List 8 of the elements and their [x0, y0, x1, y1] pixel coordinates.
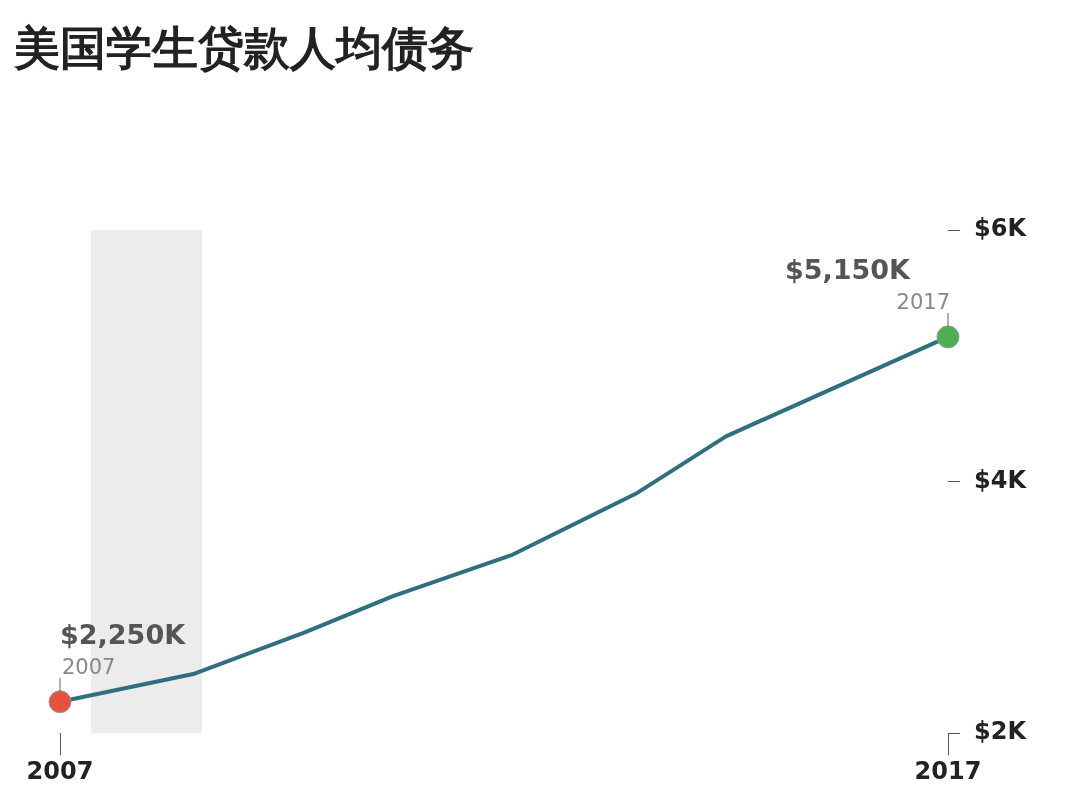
- chart-title: 美国学生贷款人均债务: [14, 20, 474, 77]
- y-tick-label: $4K: [974, 465, 1028, 494]
- y-tick-label: $2K: [974, 717, 1028, 746]
- annotation: 2017: [896, 289, 951, 314]
- annotation: 2007: [62, 654, 116, 679]
- data-label: $5,150K: [784, 253, 912, 285]
- y-tick-label: $6K: [974, 214, 1028, 243]
- data-label: $2,250K: [60, 618, 187, 650]
